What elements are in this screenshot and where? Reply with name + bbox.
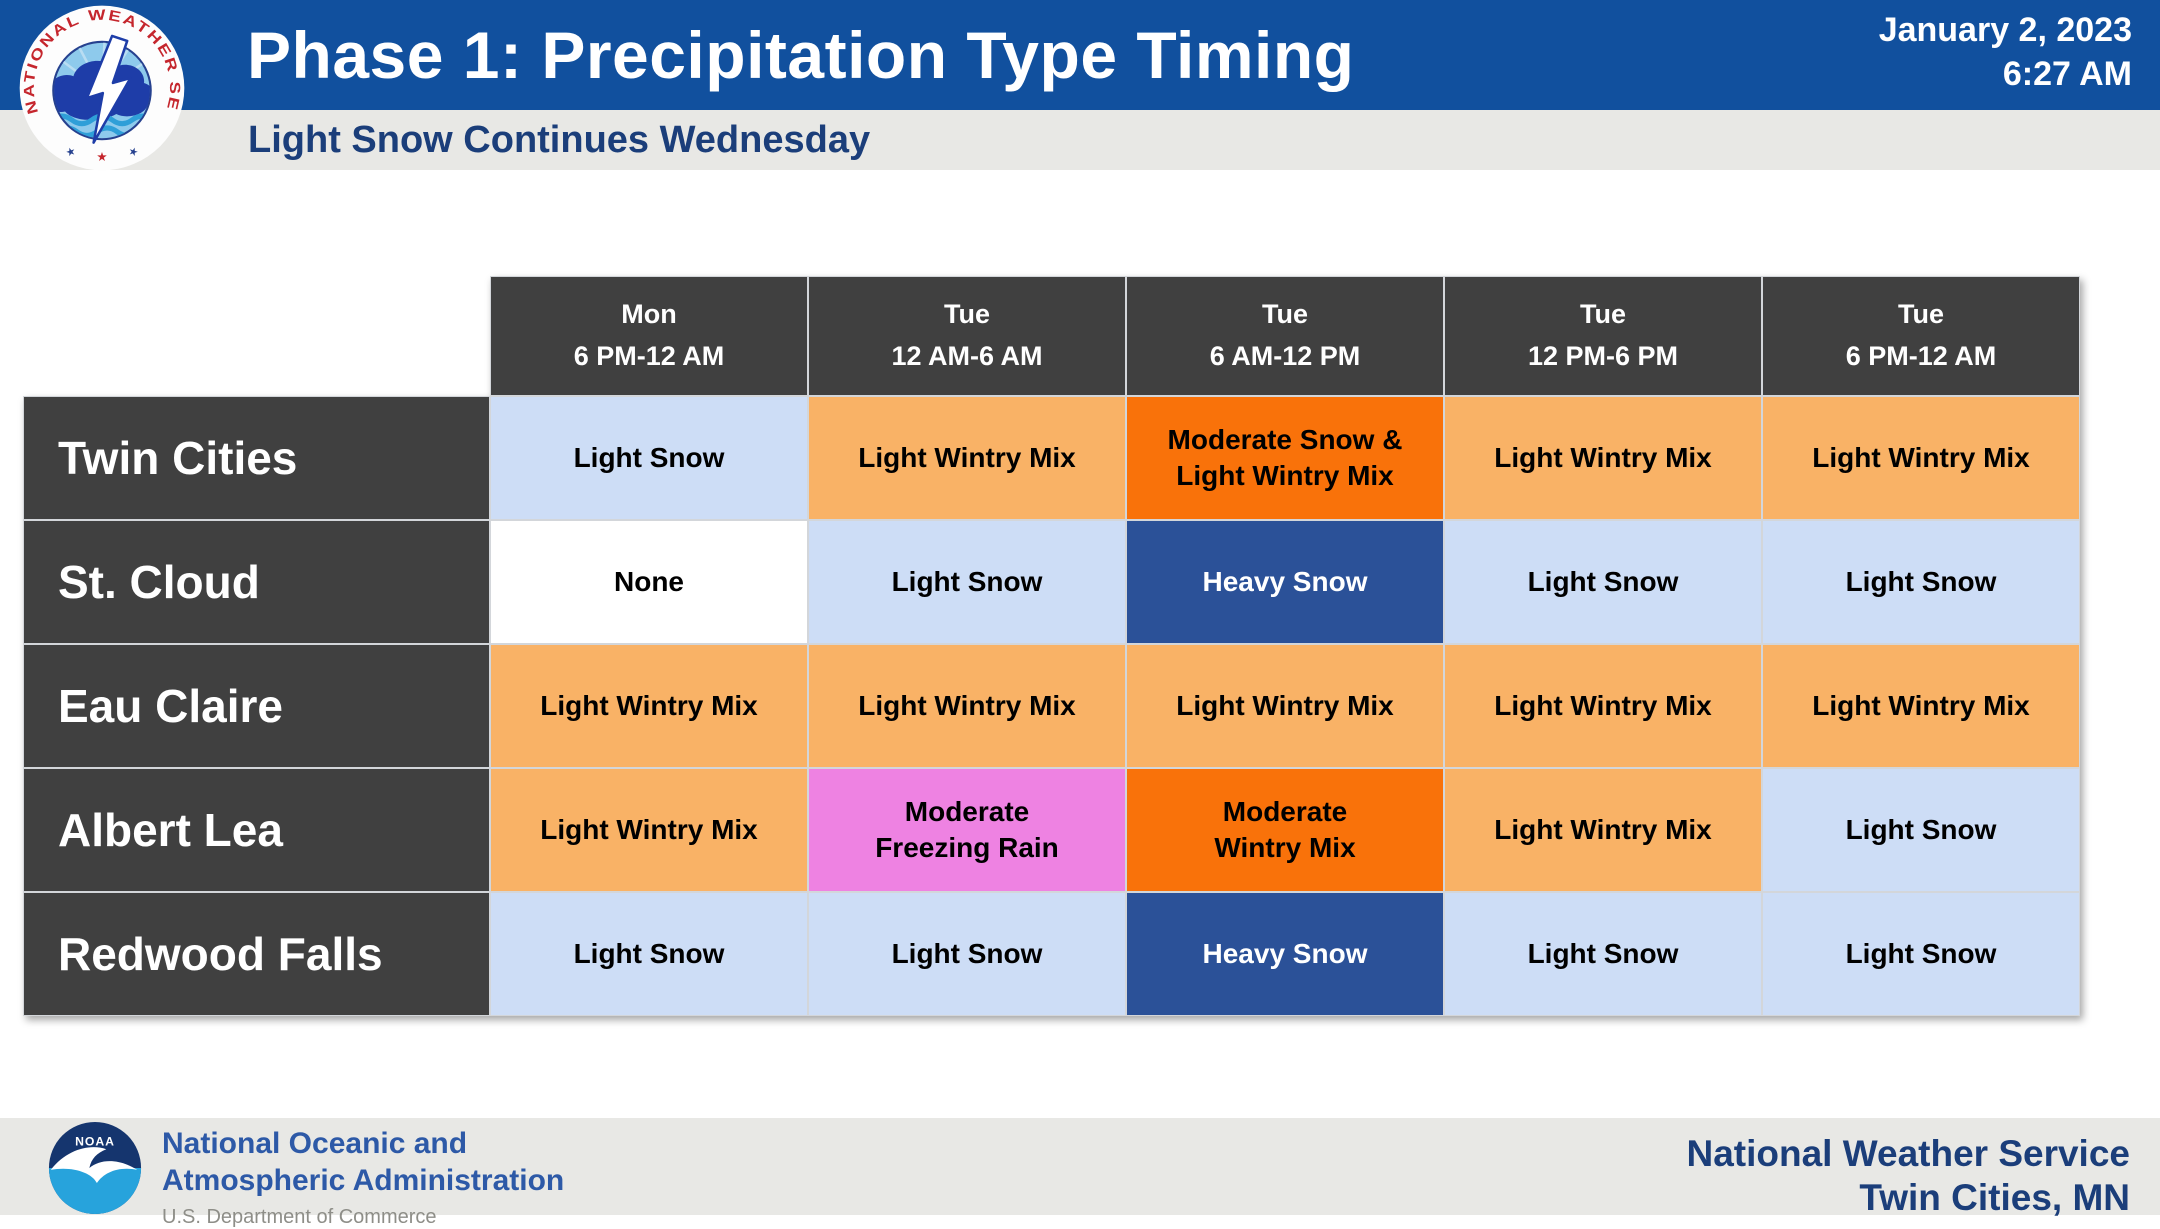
column-header-day: Tue — [1898, 299, 1944, 330]
column-header-day: Tue — [1262, 299, 1308, 330]
precip-cell-eau-claire-2: Light Wintry Mix — [808, 644, 1126, 768]
precip-cell-albert-lea-4: Light Wintry Mix — [1444, 768, 1762, 892]
svg-text:★: ★ — [127, 145, 140, 160]
precip-cell-albert-lea-1: Light Wintry Mix — [490, 768, 808, 892]
noaa-acronym-text: NOAA — [75, 1134, 115, 1148]
precip-cell-eau-claire-3: Light Wintry Mix — [1126, 644, 1444, 768]
precip-cell-albert-lea-3: Moderate Wintry Mix — [1126, 768, 1444, 892]
precip-cell-eau-claire-1: Light Wintry Mix — [490, 644, 808, 768]
svg-text:★: ★ — [64, 145, 77, 160]
noaa-agency-text: National Oceanic and Atmospheric Adminis… — [162, 1126, 564, 1229]
headline-subtitle: Light Snow Continues Wednesday — [248, 118, 871, 161]
precip-cell-st-cloud-5: Light Snow — [1762, 520, 2080, 644]
nws-office-text: National Weather Service Twin Cities, MN — [1687, 1132, 2131, 1221]
precip-cell-eau-claire-5: Light Wintry Mix — [1762, 644, 2080, 768]
column-header-time: 6 PM-12 AM — [573, 341, 725, 371]
precip-cell-twin-cities-4: Light Wintry Mix — [1444, 396, 1762, 520]
precip-cell-st-cloud-2: Light Snow — [808, 520, 1126, 644]
row-label-twin-cities: Twin Cities — [23, 396, 490, 520]
issued-datetime: January 2, 2023 6:27 AM — [1879, 8, 2132, 96]
precip-cell-st-cloud-3: Heavy Snow — [1126, 520, 1444, 644]
office-line-2: Twin Cities, MN — [1859, 1177, 2130, 1219]
precip-cell-twin-cities-1: Light Snow — [490, 396, 808, 520]
noaa-logo-icon: NOAA — [48, 1121, 142, 1215]
row-label-albert-lea: Albert Lea — [23, 768, 490, 892]
column-header-time: 6 PM-12 AM — [1845, 341, 1997, 371]
column-header-2: Tue 12 AM-6 AM — [808, 276, 1126, 396]
precip-cell-eau-claire-4: Light Wintry Mix — [1444, 644, 1762, 768]
precip-cell-twin-cities-5: Light Wintry Mix — [1762, 396, 2080, 520]
precip-cell-redwood-falls-2: Light Snow — [808, 892, 1126, 1016]
precip-cell-redwood-falls-1: Light Snow — [490, 892, 808, 1016]
row-label-st-cloud: St. Cloud — [23, 520, 490, 644]
nws-logo-icon: NATIONAL WEATHER SERVICE ★ ★ ★ — [18, 4, 185, 171]
row-label-eau-claire: Eau Claire — [23, 644, 490, 768]
column-header-day: Tue — [1580, 299, 1626, 330]
column-header-day: Mon — [621, 299, 677, 330]
footer-bar — [0, 1118, 2160, 1215]
column-header-5: Tue 6 PM-12 AM — [1762, 276, 2080, 396]
precip-cell-st-cloud-4: Light Snow — [1444, 520, 1762, 644]
column-header-day: Tue — [944, 299, 990, 330]
row-label-redwood-falls: Redwood Falls — [23, 892, 490, 1016]
column-header-time: 12 AM-6 AM — [891, 341, 1043, 371]
column-header-3: Tue 6 AM-12 PM — [1126, 276, 1444, 396]
precip-cell-redwood-falls-4: Light Snow — [1444, 892, 1762, 1016]
precip-table: Mon 6 PM-12 AM Tue 12 AM-6 AM Tue 6 AM-12 PM T… — [23, 276, 2080, 1016]
issued-date: January 2, 2023 — [1878, 11, 2132, 49]
noaa-line-2: Atmospheric Administration — [162, 1163, 565, 1197]
precip-cell-redwood-falls-3: Heavy Snow — [1126, 892, 1444, 1016]
noaa-department: U.S. Department of Commerce — [162, 1206, 437, 1229]
column-header-time: 6 AM-12 PM — [1209, 341, 1361, 371]
precip-cell-redwood-falls-5: Light Snow — [1762, 892, 2080, 1016]
precip-cell-albert-lea-5: Light Snow — [1762, 768, 2080, 892]
subtitle-bar — [0, 110, 2160, 170]
office-line-1: National Weather Service — [1686, 1133, 2131, 1174]
column-header-1: Mon 6 PM-12 AM — [490, 276, 808, 396]
precip-cell-st-cloud-1: None — [490, 520, 808, 644]
column-header-4: Tue 12 PM-6 PM — [1444, 276, 1762, 396]
precip-cell-twin-cities-3: Moderate Snow & Light Wintry Mix — [1126, 396, 1444, 520]
header-bar — [0, 0, 2160, 110]
page-title: Phase 1: Precipitation Type Timing — [247, 18, 1355, 92]
precip-cell-albert-lea-2: Moderate Freezing Rain — [808, 768, 1126, 892]
precip-cell-twin-cities-2: Light Wintry Mix — [808, 396, 1126, 520]
issued-time: 6:27 AM — [2002, 55, 2132, 94]
svg-text:★: ★ — [96, 150, 107, 164]
noaa-line-1: National Oceanic and — [162, 1127, 468, 1160]
column-header-time: 12 PM-6 PM — [1527, 341, 1679, 371]
table-corner-spacer — [23, 276, 490, 396]
